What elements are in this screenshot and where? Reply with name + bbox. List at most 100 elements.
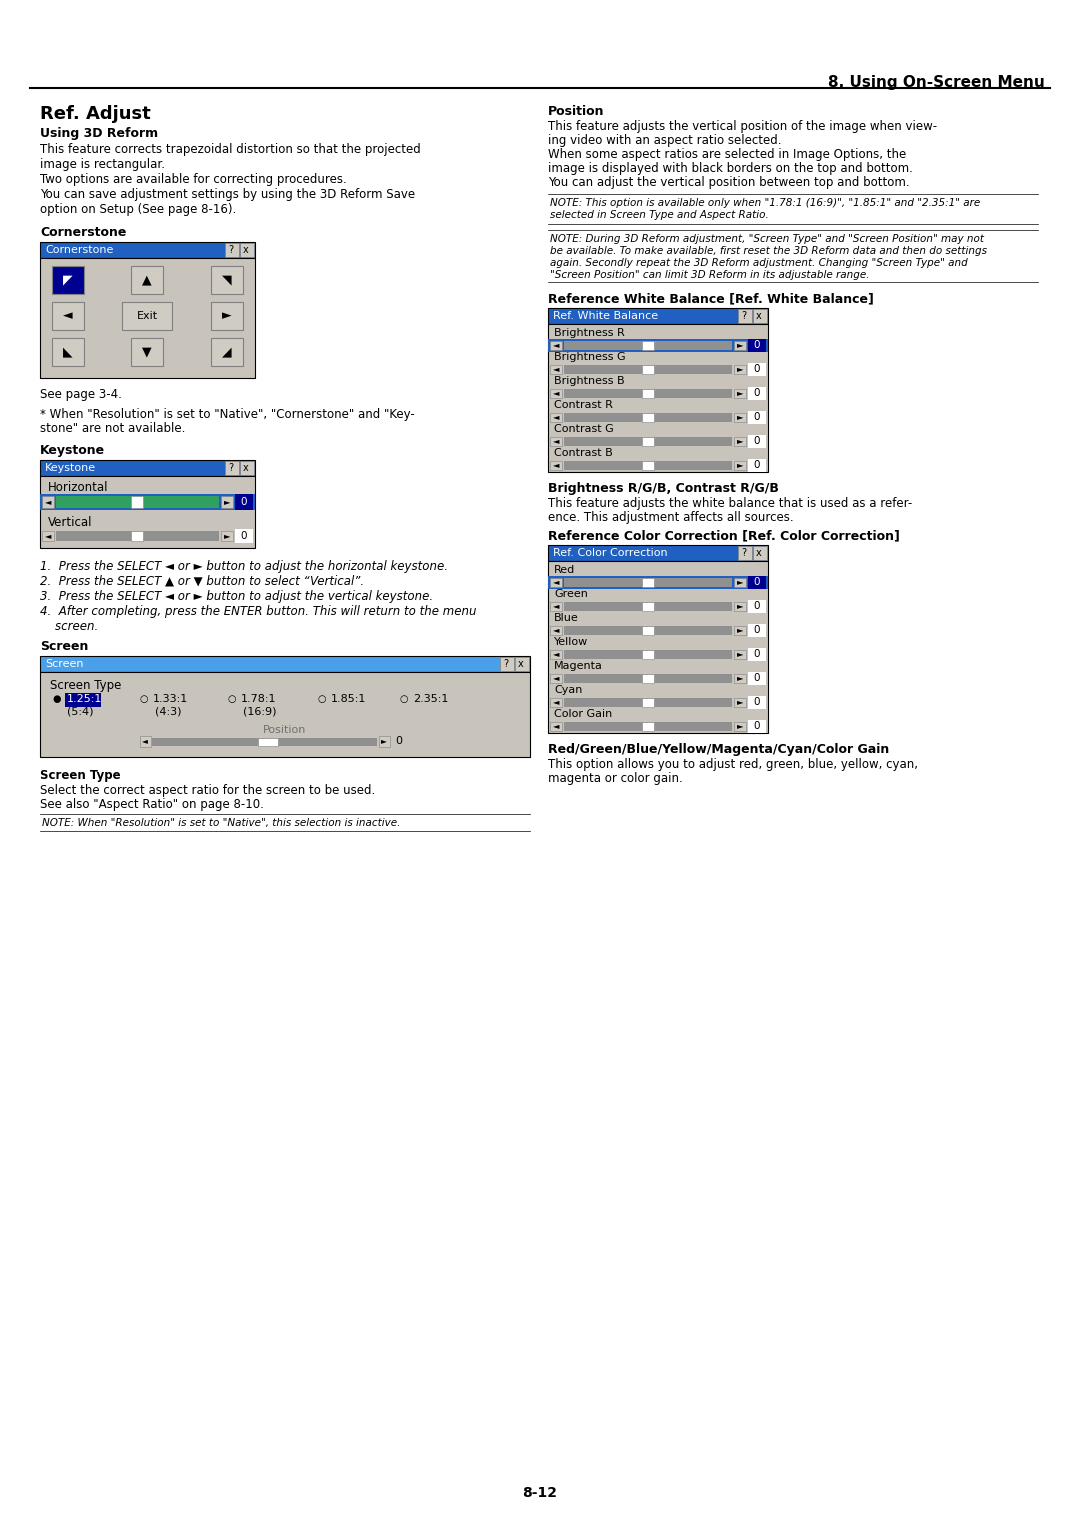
Text: option on Setup (See page 8-16).: option on Setup (See page 8-16). xyxy=(40,203,237,217)
Text: Yellow: Yellow xyxy=(554,636,589,647)
Text: ►: ► xyxy=(224,497,230,507)
Text: Reference White Balance [Ref. White Balance]: Reference White Balance [Ref. White Bala… xyxy=(548,291,874,305)
Text: ◄: ◄ xyxy=(553,461,559,470)
Text: When some aspect ratios are selected in Image Options, the: When some aspect ratios are selected in … xyxy=(548,148,906,162)
Text: ◤: ◤ xyxy=(64,273,72,287)
Text: ◄: ◄ xyxy=(44,497,51,507)
Bar xyxy=(550,674,562,684)
Text: ?: ? xyxy=(503,659,508,668)
Text: Select the correct aspect ratio for the screen to be used.: Select the correct aspect ratio for the … xyxy=(40,784,375,797)
Bar xyxy=(748,696,766,710)
Text: Cornerstone: Cornerstone xyxy=(40,226,126,240)
Bar xyxy=(748,459,766,472)
Text: ●: ● xyxy=(52,694,60,703)
Bar xyxy=(235,494,253,510)
Bar xyxy=(564,601,732,610)
Text: Brightness G: Brightness G xyxy=(554,353,625,362)
Text: 1.33:1: 1.33:1 xyxy=(153,694,188,703)
Text: Brightness R: Brightness R xyxy=(554,328,624,337)
Bar xyxy=(515,658,529,671)
Bar xyxy=(734,414,746,423)
Bar xyxy=(221,496,233,508)
Text: ◄: ◄ xyxy=(553,389,559,397)
Bar xyxy=(40,258,255,378)
Text: Two options are available for correcting procedures.: Two options are available for correcting… xyxy=(40,172,347,186)
Text: Blue: Blue xyxy=(554,613,579,623)
Bar xyxy=(564,461,732,470)
Text: ►: ► xyxy=(737,650,743,659)
Bar xyxy=(548,308,768,324)
Text: ◣: ◣ xyxy=(64,345,72,359)
Text: 0: 0 xyxy=(754,649,760,659)
Text: ?: ? xyxy=(228,462,233,473)
Text: 1.85:1: 1.85:1 xyxy=(330,694,366,703)
Bar xyxy=(550,601,562,610)
Bar xyxy=(738,546,752,560)
Text: ►: ► xyxy=(737,340,743,349)
Bar xyxy=(40,671,530,757)
Text: ing video with an aspect ratio selected.: ing video with an aspect ratio selected. xyxy=(548,134,782,146)
Bar xyxy=(225,243,239,256)
Text: Green: Green xyxy=(554,589,588,600)
Bar xyxy=(548,562,768,732)
Text: 0: 0 xyxy=(754,365,760,374)
Text: ◄: ◄ xyxy=(553,601,559,610)
Text: ►: ► xyxy=(737,461,743,470)
Text: This feature corrects trapezoidal distortion so that the projected: This feature corrects trapezoidal distor… xyxy=(40,143,421,156)
Text: again. Secondly repeat the 3D Reform adjustment. Changing "Screen Type" and: again. Secondly repeat the 3D Reform adj… xyxy=(550,258,968,269)
Bar xyxy=(40,243,255,258)
Bar xyxy=(550,697,562,707)
Text: ◄: ◄ xyxy=(64,310,72,322)
Text: Screen: Screen xyxy=(40,639,89,653)
Text: Screen: Screen xyxy=(45,659,83,668)
Bar xyxy=(734,697,746,707)
Text: ►: ► xyxy=(222,310,232,322)
Bar xyxy=(564,414,732,423)
Bar xyxy=(642,365,654,374)
Bar xyxy=(642,722,654,731)
Text: 4.  After completing, press the ENTER button. This will return to the menu: 4. After completing, press the ENTER but… xyxy=(40,604,476,618)
Text: ◄: ◄ xyxy=(553,697,559,707)
Bar xyxy=(564,626,732,635)
Text: ◄: ◄ xyxy=(553,577,559,586)
Text: 3.  Press the SELECT ◄ or ► button to adjust the vertical keystone.: 3. Press the SELECT ◄ or ► button to adj… xyxy=(40,591,433,603)
Text: selected in Screen Type and Aspect Ratio.: selected in Screen Type and Aspect Ratio… xyxy=(550,211,769,220)
Bar xyxy=(131,337,163,366)
Bar xyxy=(748,671,766,685)
Bar xyxy=(235,530,253,543)
Text: ?: ? xyxy=(228,246,233,255)
Bar xyxy=(748,624,766,636)
Bar xyxy=(734,340,746,349)
Bar xyxy=(564,697,732,707)
Bar xyxy=(642,461,654,470)
Text: Screen Type: Screen Type xyxy=(50,679,121,691)
Text: * When "Resolution" is set to "Native", "Cornerstone" and "Key-: * When "Resolution" is set to "Native", … xyxy=(40,407,415,421)
Bar xyxy=(221,531,233,542)
Text: Contrast B: Contrast B xyxy=(554,449,612,458)
Bar xyxy=(564,650,732,659)
Text: Cornerstone: Cornerstone xyxy=(45,246,113,255)
Bar xyxy=(40,459,255,476)
Text: ◥: ◥ xyxy=(222,273,232,287)
Text: Brightness R/G/B, Contrast R/G/B: Brightness R/G/B, Contrast R/G/B xyxy=(548,482,779,494)
Bar xyxy=(564,674,732,684)
Text: Brightness B: Brightness B xyxy=(554,375,624,386)
Text: ▼: ▼ xyxy=(143,345,152,359)
Text: ence. This adjustment affects all sources.: ence. This adjustment affects all source… xyxy=(548,511,794,523)
Text: ◄: ◄ xyxy=(553,412,559,421)
Bar xyxy=(550,340,562,349)
Text: ◄: ◄ xyxy=(553,650,559,659)
Bar xyxy=(240,243,254,256)
Text: image is rectangular.: image is rectangular. xyxy=(40,159,165,171)
Text: 0: 0 xyxy=(754,340,760,349)
Text: be available. To make available, first reset the 3D Reform data and then do sett: be available. To make available, first r… xyxy=(550,246,987,256)
Bar xyxy=(734,578,746,588)
Text: 2.  Press the SELECT ▲ or ▼ button to select “Vertical”.: 2. Press the SELECT ▲ or ▼ button to sel… xyxy=(40,575,364,588)
Bar xyxy=(564,365,732,374)
Text: ►: ► xyxy=(737,577,743,586)
Text: Ref. White Balance: Ref. White Balance xyxy=(553,311,658,320)
Bar xyxy=(40,656,530,671)
Bar xyxy=(225,461,239,475)
Bar xyxy=(564,578,732,588)
Bar xyxy=(52,302,84,330)
